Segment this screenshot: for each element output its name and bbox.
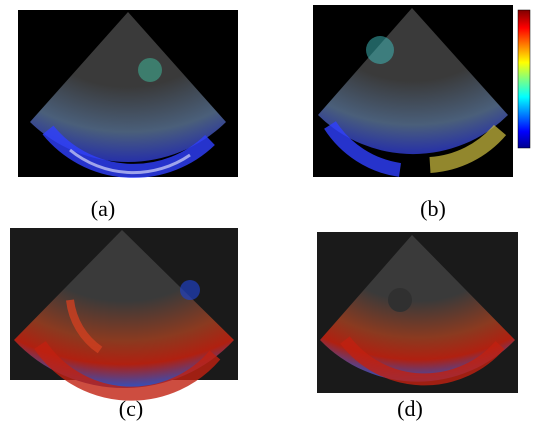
panel-a-image: [18, 10, 238, 177]
panel-label: (b): [420, 196, 446, 221]
panel-label: (d): [397, 396, 423, 421]
figure-canvas: (a) (b) (c) (d): [0, 0, 540, 425]
figure: (a) (b) (c) (d): [0, 0, 540, 425]
panel-label: (a): [91, 196, 115, 221]
panel-d-image: [317, 232, 518, 393]
panel-label: (c): [119, 396, 143, 421]
panel-b-image: [313, 5, 530, 177]
panel-c-image: [10, 228, 238, 394]
